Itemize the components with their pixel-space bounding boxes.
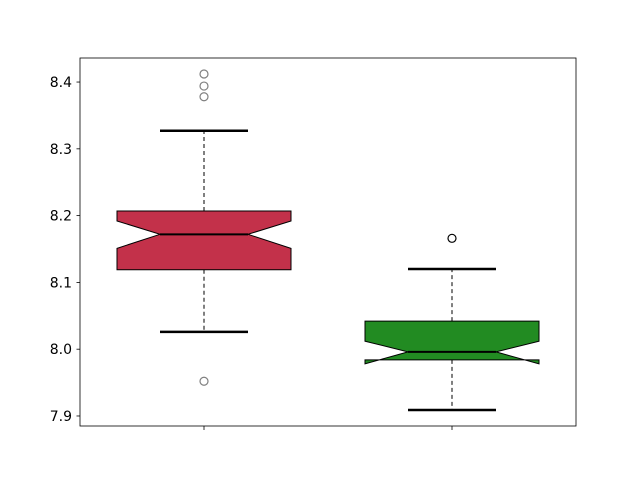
outlier-point	[447, 233, 457, 243]
box-2	[364, 233, 540, 412]
boxes	[116, 69, 540, 412]
outlier-point	[199, 376, 209, 386]
y-tick-label: 8.0	[50, 342, 72, 358]
x-axis	[203, 426, 453, 430]
y-tick-label: 8.3	[50, 142, 72, 158]
y-axis: 7.9 8.0 8.1 8.2 8.3 8.4	[50, 75, 80, 425]
box-1	[116, 69, 292, 386]
y-tick-label: 8.1	[50, 275, 72, 291]
y-tick-label: 8.2	[50, 209, 72, 225]
outlier-point	[199, 69, 209, 79]
outlier-point	[199, 81, 209, 91]
notched-box	[116, 210, 292, 271]
outlier-point	[199, 92, 209, 102]
y-tick-label: 7.9	[50, 409, 72, 425]
notched-box	[364, 320, 540, 365]
y-tick-label: 8.4	[50, 75, 72, 91]
